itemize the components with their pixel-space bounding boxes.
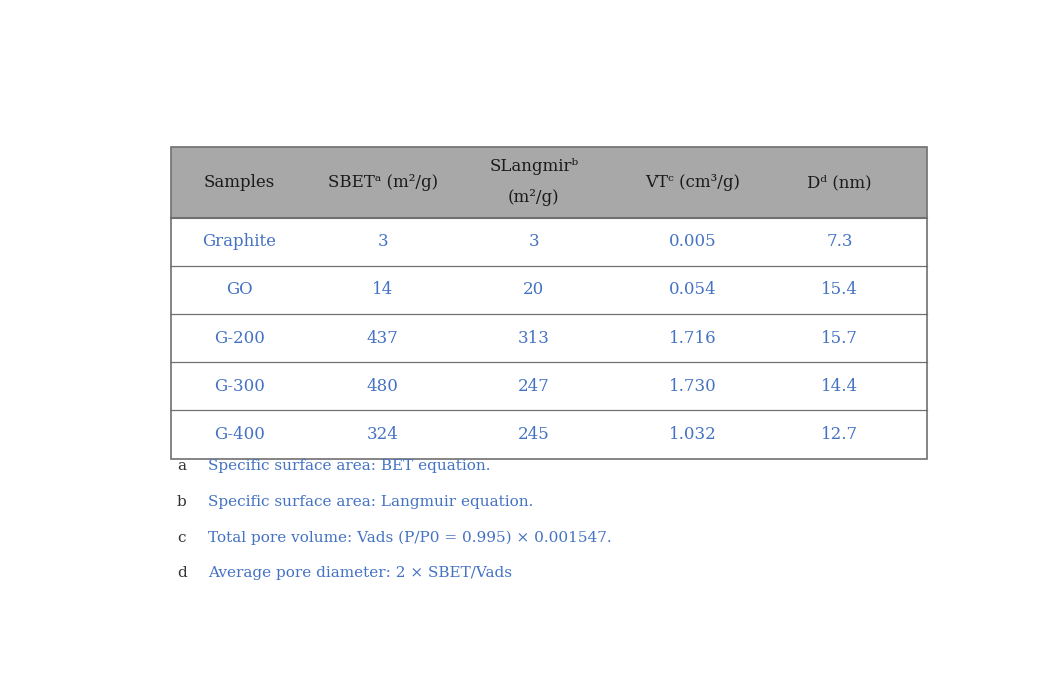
Text: c: c: [177, 530, 186, 545]
Text: a: a: [177, 460, 186, 473]
Text: 15.7: 15.7: [821, 330, 858, 347]
Text: 324: 324: [367, 426, 399, 443]
Text: Total pore volume: Vads (P/P0 = 0.995) × 0.001547.: Total pore volume: Vads (P/P0 = 0.995) ×…: [208, 530, 612, 545]
Text: 14.4: 14.4: [821, 378, 859, 395]
Text: Graphite: Graphite: [203, 233, 276, 250]
Text: Specific surface area: Langmuir equation.: Specific surface area: Langmuir equation…: [208, 495, 533, 509]
Text: Samples: Samples: [204, 174, 274, 191]
Text: 247: 247: [518, 378, 550, 395]
Text: Dᵈ (nm): Dᵈ (nm): [807, 174, 872, 191]
Bar: [171, 147, 926, 218]
Text: b: b: [177, 495, 187, 509]
Text: GO: GO: [226, 282, 252, 299]
Text: 3: 3: [529, 233, 539, 250]
Text: d: d: [177, 566, 187, 580]
Text: G-300: G-300: [214, 378, 265, 395]
Text: 14: 14: [372, 282, 394, 299]
Text: 20: 20: [523, 282, 544, 299]
Text: 437: 437: [367, 330, 399, 347]
Text: SBETᵃ (m²/g): SBETᵃ (m²/g): [328, 174, 438, 191]
Text: Specific surface area: BET equation.: Specific surface area: BET equation.: [208, 460, 491, 473]
Text: VTᶜ (cm³/g): VTᶜ (cm³/g): [645, 174, 740, 191]
Text: 0.005: 0.005: [669, 233, 716, 250]
Text: 3: 3: [378, 233, 388, 250]
Text: 12.7: 12.7: [821, 426, 859, 443]
Text: SLangmirᵇ: SLangmirᵇ: [490, 158, 578, 175]
Text: 480: 480: [367, 378, 399, 395]
Text: G-200: G-200: [214, 330, 265, 347]
Text: 0.054: 0.054: [669, 282, 716, 299]
Text: 15.4: 15.4: [821, 282, 858, 299]
Bar: [171, 147, 926, 458]
Text: Average pore diameter: 2 × SBET/Vads: Average pore diameter: 2 × SBET/Vads: [208, 566, 512, 580]
Text: 1.730: 1.730: [669, 378, 716, 395]
Text: G-400: G-400: [214, 426, 265, 443]
Text: 1.032: 1.032: [669, 426, 716, 443]
Text: 245: 245: [518, 426, 550, 443]
Text: 313: 313: [518, 330, 550, 347]
Text: 7.3: 7.3: [826, 233, 853, 250]
Text: 1.716: 1.716: [669, 330, 716, 347]
Text: (m²/g): (m²/g): [507, 188, 559, 205]
